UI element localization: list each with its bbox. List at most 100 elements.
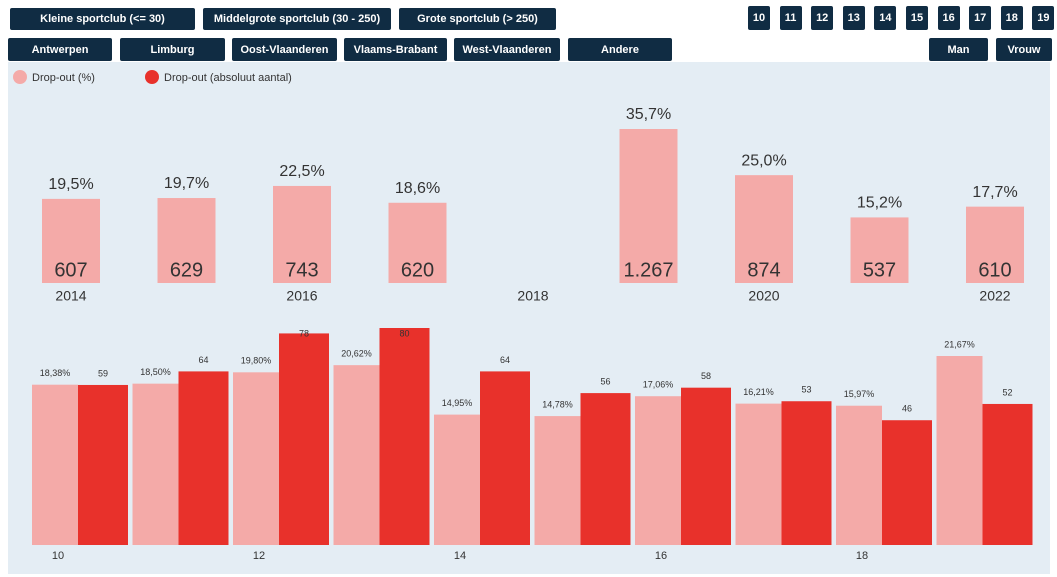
value-label: 20,62% (341, 349, 372, 359)
legend-label: Drop-out (absoluut aantal) (164, 72, 292, 84)
filter-button[interactable]: Vrouw (996, 38, 1052, 61)
value-label: 46 (902, 404, 912, 414)
filter-button[interactable]: Vlaams-Brabant (344, 38, 447, 61)
filter-button[interactable]: 12 (811, 6, 834, 30)
value-label: 15,97% (844, 389, 875, 399)
value-label: 19,5% (48, 176, 93, 193)
x-tick-label: 14 (454, 550, 466, 562)
x-tick-label: 2022 (979, 288, 1010, 304)
value-label: 25,0% (741, 152, 786, 169)
filter-button[interactable]: Limburg (120, 38, 225, 61)
count-label: 537 (863, 259, 896, 281)
legend-label: Drop-out (%) (32, 72, 95, 84)
filter-button[interactable]: Andere (568, 38, 672, 61)
bar (966, 206, 1024, 283)
value-label: 53 (801, 385, 811, 395)
filter-button[interactable]: Middelgrote sportclub (30 - 250) (203, 8, 391, 30)
count-label: 610 (978, 259, 1011, 281)
value-label: 22,5% (279, 163, 324, 180)
filter-button[interactable]: 17 (969, 6, 992, 30)
count-label: 607 (54, 259, 87, 281)
value-label: 58 (701, 371, 711, 381)
value-label: 18,50% (140, 367, 171, 377)
bar (480, 371, 530, 545)
value-label: 17,7% (972, 184, 1017, 201)
value-label: 59 (98, 368, 108, 378)
value-label: 64 (198, 355, 208, 365)
value-label: 18,38% (40, 368, 71, 378)
x-tick-label: 16 (655, 550, 667, 562)
filter-button[interactable]: Oost-Vlaanderen (232, 38, 337, 61)
filter-button[interactable]: 13 (842, 6, 865, 30)
bar (735, 403, 782, 545)
x-tick-label: 18 (856, 550, 868, 562)
filter-button[interactable]: West-Vlaanderen (454, 38, 560, 61)
value-label: 35,7% (626, 106, 671, 123)
value-label: 19,7% (164, 175, 209, 192)
bar (781, 401, 832, 545)
value-label: 64 (500, 355, 510, 365)
value-label: 16,21% (743, 387, 774, 397)
count-label: 629 (170, 259, 203, 281)
bar (233, 372, 279, 545)
filter-button[interactable]: 16 (937, 6, 960, 30)
filter-button[interactable]: Man (929, 38, 988, 61)
value-label: 56 (600, 376, 610, 386)
legend-swatch (13, 70, 27, 84)
value-label: 18,6% (395, 180, 440, 197)
filter-button[interactable]: 11 (779, 6, 802, 30)
bar (78, 384, 128, 545)
filter-button[interactable]: 19 (1032, 6, 1055, 30)
x-tick-label: 2020 (748, 288, 779, 304)
filter-button[interactable]: Antwerpen (8, 38, 112, 61)
bar (534, 416, 581, 545)
count-label: 620 (401, 259, 434, 281)
bar (635, 396, 681, 545)
bar (273, 185, 331, 283)
bar (681, 387, 731, 545)
bar (434, 414, 480, 545)
value-label: 21,67% (944, 339, 975, 349)
bar (388, 202, 447, 283)
bar (333, 365, 380, 545)
bar (279, 333, 329, 545)
x-tick-label: 2014 (55, 288, 86, 304)
bar (735, 175, 793, 283)
count-label: 874 (747, 259, 780, 281)
bar (379, 328, 430, 545)
value-label: 80 (399, 328, 409, 338)
bar (178, 371, 229, 545)
x-tick-label: 2018 (517, 288, 548, 304)
filter-button[interactable]: 10 (748, 6, 770, 30)
filter-button[interactable]: 14 (874, 6, 897, 30)
filter-button[interactable]: Grote sportclub (> 250) (399, 8, 556, 30)
bar (580, 393, 631, 545)
bar (882, 420, 932, 545)
legend-swatch (145, 70, 159, 84)
filter-button[interactable]: 15 (906, 6, 928, 30)
value-label: 52 (1002, 387, 1012, 397)
x-tick-label: 10 (52, 550, 64, 562)
bar (132, 383, 179, 545)
bar (836, 405, 882, 545)
bar (850, 217, 909, 283)
value-label: 19,80% (241, 356, 272, 366)
bar (936, 356, 983, 545)
bar (982, 403, 1033, 545)
value-label: 14,78% (542, 399, 573, 409)
count-label: 1.267 (623, 259, 673, 281)
count-label: 743 (285, 259, 318, 281)
value-label: 17,06% (643, 380, 674, 390)
value-label: 15,2% (857, 195, 902, 212)
filter-button[interactable]: Kleine sportclub (<= 30) (10, 8, 195, 30)
value-label: 78 (299, 328, 309, 338)
bar (619, 129, 678, 283)
x-tick-label: 12 (253, 550, 265, 562)
bar (32, 384, 78, 545)
value-label: 14,95% (442, 398, 473, 408)
x-tick-label: 2016 (286, 288, 317, 304)
bar (157, 198, 216, 283)
filter-button[interactable]: 18 (1000, 6, 1023, 30)
